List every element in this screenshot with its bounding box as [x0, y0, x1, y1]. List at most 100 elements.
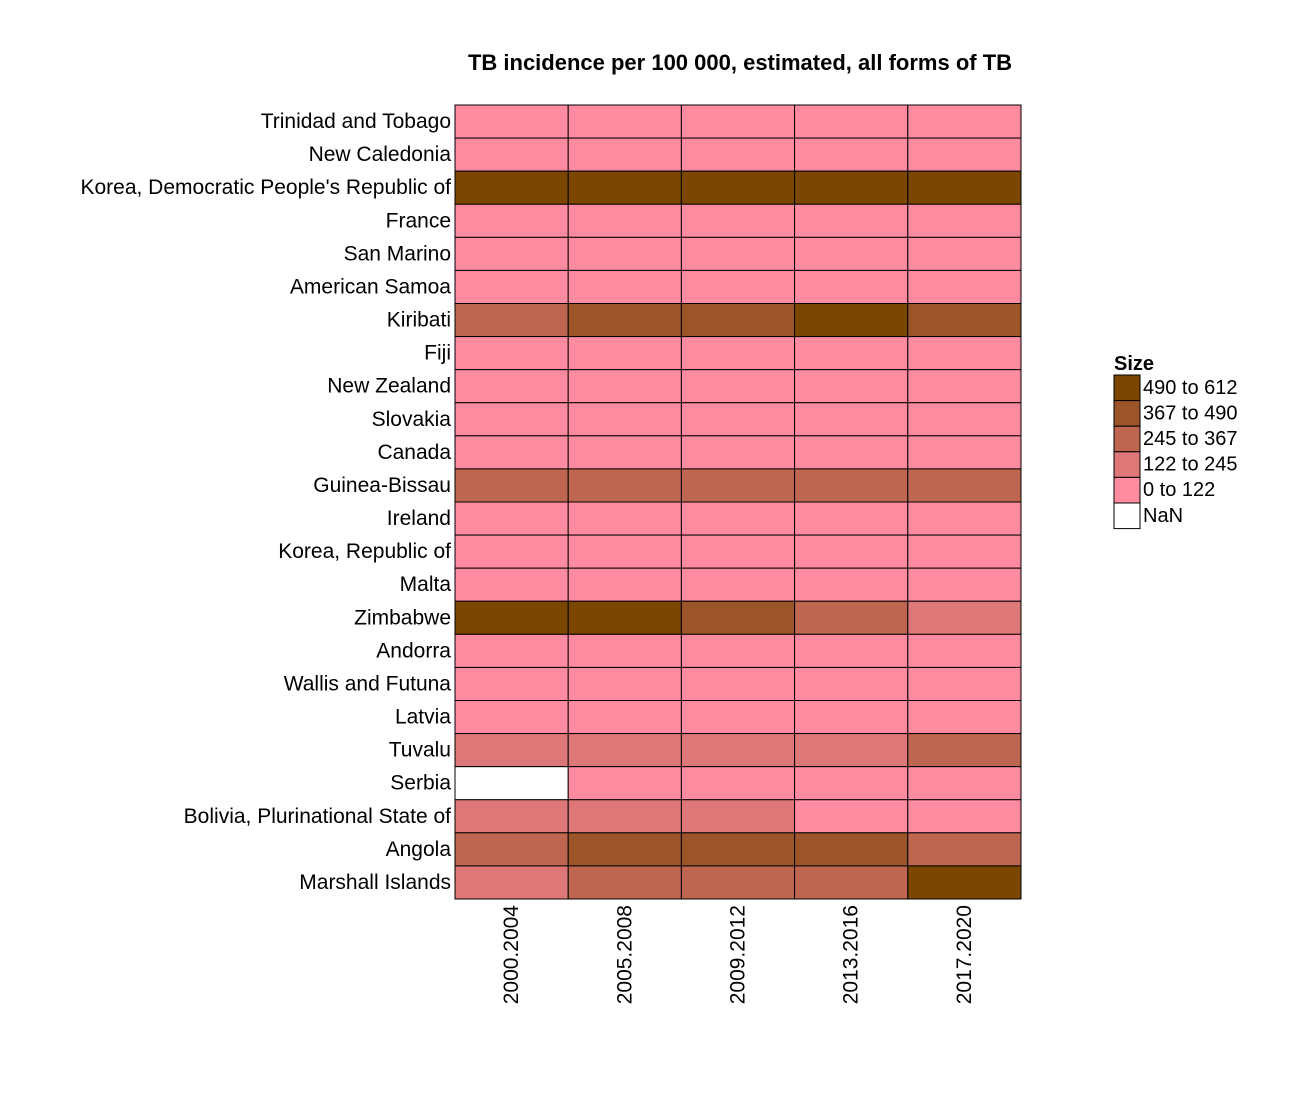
heatmap-cell — [454, 700, 569, 735]
heatmap-cell — [794, 567, 909, 602]
heatmap-cell — [680, 402, 796, 437]
heatmap-cell — [567, 799, 682, 834]
heatmap-cell — [794, 236, 909, 271]
heatmap-cell — [680, 633, 796, 668]
heatmap-cell — [680, 269, 796, 304]
heatmap-cell — [680, 104, 796, 139]
heatmap-cell — [680, 700, 796, 735]
heatmap-cell — [567, 203, 682, 238]
heatmap-cell — [907, 236, 1022, 271]
legend-label: 122 to 245 — [1143, 454, 1238, 476]
heatmap-cell — [680, 137, 796, 172]
row-label: Tuvalu — [389, 739, 451, 762]
heatmap-cell — [567, 336, 682, 371]
heatmap-cell — [907, 534, 1022, 569]
heatmap-cell — [907, 203, 1022, 238]
heatmap-cell — [680, 865, 796, 900]
heatmap-cell — [907, 733, 1022, 768]
heatmap-cell — [454, 501, 569, 536]
heatmap-cell — [794, 733, 909, 768]
heatmap-cell — [567, 865, 682, 900]
row-label: Fiji — [424, 342, 451, 365]
heatmap-cell — [794, 534, 909, 569]
heatmap-cell — [454, 534, 569, 569]
row-label: Malta — [400, 573, 452, 596]
heatmap-cell — [567, 501, 682, 536]
legend-label: 490 to 612 — [1143, 377, 1238, 399]
row-label: Wallis and Futuna — [284, 672, 452, 695]
row-label: Angola — [386, 838, 452, 861]
heatmap-cell — [680, 303, 796, 338]
heatmap-cell — [794, 600, 909, 635]
heatmap-cell — [454, 203, 569, 238]
heatmap-cell — [907, 501, 1022, 536]
heatmap-cell — [907, 336, 1022, 371]
column-label: 2009.2012 — [727, 905, 750, 1004]
heatmap-cell — [794, 203, 909, 238]
legend-swatch — [1113, 476, 1141, 504]
heatmap-cell — [794, 633, 909, 668]
row-label: Serbia — [390, 772, 451, 795]
column-label: 2005.2008 — [613, 905, 636, 1004]
heatmap-cell — [907, 633, 1022, 668]
heatmap-cell — [454, 865, 569, 900]
heatmap-cell — [567, 700, 682, 735]
heatmap-cell — [680, 666, 796, 702]
heatmap-cell — [567, 567, 682, 602]
heatmap-cell — [794, 303, 909, 338]
heatmap-cell — [567, 303, 682, 338]
heatmap-cell — [680, 336, 796, 371]
heatmap-cell — [454, 600, 569, 635]
column-labels: 2000.2004 2005.2008 2009.2012 2013.2016 2017… — [500, 905, 976, 1005]
legend-label: 245 to 367 — [1143, 428, 1238, 450]
heatmap-cell — [567, 666, 682, 702]
heatmap-cell — [680, 600, 796, 635]
heatmap-cell — [907, 468, 1022, 503]
row-label: France — [386, 209, 451, 232]
heatmap-cell — [567, 534, 682, 569]
heatmap-cell — [454, 633, 569, 668]
legend-swatch — [1113, 425, 1141, 453]
heatmap-cell — [454, 799, 569, 834]
column-label: 2017.2020 — [953, 905, 976, 1004]
heatmap-cells — [454, 104, 1022, 900]
row-label: Latvia — [395, 706, 451, 729]
heatmap-cell — [454, 170, 569, 205]
legend-items: 490 to 612 367 to 490 245 to 367 122 to 245… — [1113, 374, 1238, 530]
heatmap-cell — [454, 733, 569, 768]
row-label: New Caledonia — [309, 143, 452, 166]
heatmap-cell — [680, 203, 796, 238]
heatmap-cell — [454, 336, 569, 371]
legend-swatch — [1113, 374, 1141, 402]
legend-swatch — [1113, 502, 1141, 530]
row-label: American Samoa — [290, 275, 451, 298]
heatmap-cell — [680, 799, 796, 834]
heatmap-cell — [794, 369, 909, 404]
heatmap-cell — [567, 435, 682, 470]
legend-label: NaN — [1143, 505, 1183, 527]
heatmap-cell — [907, 435, 1022, 470]
heatmap-cell — [680, 534, 796, 569]
heatmap-cell — [454, 567, 569, 602]
heatmap-cell — [454, 269, 569, 304]
heatmap-cell — [907, 567, 1022, 602]
column-label: 2013.2016 — [840, 905, 863, 1004]
heatmap-cell — [794, 435, 909, 470]
heatmap-cell — [567, 402, 682, 437]
heatmap-cell — [794, 832, 909, 867]
heatmap-cell — [907, 700, 1022, 735]
heatmap-cell — [567, 236, 682, 271]
heatmap-cell — [567, 832, 682, 867]
heatmap-cell — [794, 799, 909, 834]
row-label: Kiribati — [387, 309, 451, 332]
legend-swatch — [1113, 451, 1141, 478]
row-label: San Marino — [344, 242, 451, 265]
heatmap-cell — [907, 170, 1022, 205]
heatmap-cell — [680, 468, 796, 503]
heatmap-cell — [907, 269, 1022, 304]
heatmap-cell — [454, 303, 569, 338]
heatmap-cell — [567, 369, 682, 404]
legend-title: Size — [1114, 353, 1154, 375]
legend-label: 0 to 122 — [1143, 479, 1215, 501]
